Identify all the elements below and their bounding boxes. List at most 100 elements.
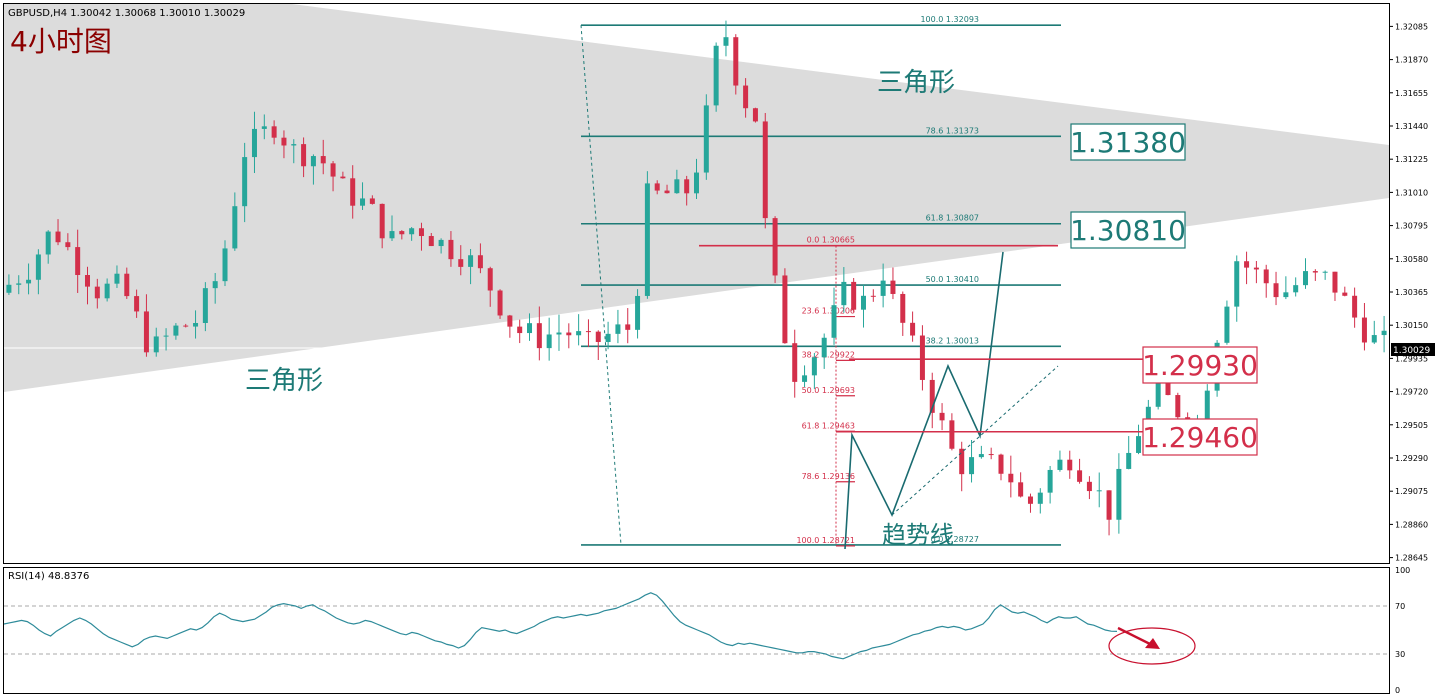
rsi-arrow-head — [1145, 638, 1160, 649]
candle-body — [1155, 377, 1161, 407]
price-axis-label: 1.29075 — [1395, 487, 1428, 496]
candle-body — [1116, 468, 1122, 520]
candle-body — [752, 108, 758, 122]
candle-body — [183, 325, 189, 327]
candle-body — [202, 288, 208, 323]
zigzag-path — [844, 251, 1004, 550]
candle-body — [1273, 283, 1279, 298]
candle-body — [1263, 269, 1269, 284]
candle-body — [340, 176, 346, 179]
candle-body — [369, 198, 375, 204]
candle-body — [762, 121, 768, 219]
candle-body — [251, 128, 257, 158]
candle-body — [527, 323, 533, 334]
candle-body — [654, 183, 660, 191]
candle-body — [291, 144, 297, 146]
fib-lower-label: 78.6 1.29136 — [802, 472, 855, 481]
candle-body — [1077, 470, 1083, 482]
candle-body — [1381, 330, 1387, 336]
overlay-drawings — [844, 251, 1059, 550]
candle-body — [232, 206, 238, 249]
candle-body — [212, 281, 218, 289]
candle-body — [6, 284, 12, 293]
candle-body — [743, 85, 749, 109]
candle-body — [438, 239, 444, 247]
candle-body — [173, 325, 179, 336]
price-axis-label: 1.31010 — [1395, 188, 1428, 197]
candle-body — [281, 137, 287, 146]
fib-lower-label: 100.0 1.28721 — [796, 536, 855, 545]
candle-body — [497, 290, 503, 316]
candle-body — [448, 239, 454, 260]
candle-body — [1037, 492, 1043, 504]
candle-body — [1126, 452, 1132, 469]
candle-body — [104, 283, 110, 299]
candle-body — [1244, 261, 1250, 268]
candle-body — [684, 179, 690, 194]
candle-body — [988, 454, 994, 456]
candle-body — [1293, 285, 1299, 293]
candle-body — [605, 333, 611, 342]
candle-body — [320, 156, 326, 164]
fibonacci-layer: 100.0 1.32093 78.6 1.31373 61.8 1.30807 50.… — [580, 15, 1061, 547]
candle-body — [350, 178, 356, 206]
candle-body — [114, 273, 120, 284]
candle-body — [890, 280, 896, 294]
candle-body — [792, 343, 798, 382]
fib-lower-label: 23.6 1.30206 — [802, 307, 855, 316]
candle-body — [1224, 306, 1230, 343]
candle-body — [566, 332, 572, 336]
candle-body — [703, 105, 709, 173]
candle-body — [556, 332, 562, 335]
candle-body — [468, 255, 474, 267]
candle-body — [301, 144, 307, 167]
candle-body — [1086, 481, 1092, 492]
fib-upper-diagonal — [580, 25, 622, 545]
candle-body — [910, 322, 916, 336]
candle-body — [330, 163, 336, 177]
fib-upper-label: 38.2 1.30013 — [926, 336, 979, 345]
candle-body — [1096, 490, 1102, 492]
price-axis-label: 1.31655 — [1395, 89, 1428, 98]
rsi-label: RSI(14) 48.8376 — [8, 571, 89, 582]
price-axis-label: 1.28860 — [1395, 520, 1428, 529]
candle-body — [959, 448, 965, 475]
key-level-box — [1142, 418, 1258, 456]
candle-body — [45, 231, 51, 255]
candle-body — [1361, 317, 1367, 343]
price-axis-label: 1.30150 — [1395, 321, 1428, 330]
candle-body — [1312, 271, 1318, 273]
price-axis-label: 1.29935 — [1395, 354, 1428, 363]
candle-body — [1342, 292, 1348, 296]
rsi-scale-label: 30 — [1395, 650, 1405, 659]
candle-body — [900, 293, 906, 323]
candle-body — [644, 183, 650, 296]
fib-lower-label: 61.8 1.29463 — [802, 421, 855, 430]
candle-body — [546, 334, 552, 349]
candle-body — [772, 218, 778, 276]
candle-body — [929, 379, 935, 413]
fib-upper-label: 100.0 1.32093 — [920, 15, 979, 24]
candle-body — [870, 295, 876, 297]
candle-body — [595, 331, 601, 342]
candle-body — [517, 326, 523, 334]
price-axis-label: 1.30365 — [1395, 288, 1428, 297]
candle-body — [1106, 490, 1112, 520]
rsi-down-arrow — [1117, 626, 1153, 647]
trendline-label: 趋势线 — [882, 521, 954, 549]
fib-upper-label: 0.0 1.28727 — [931, 535, 979, 544]
candle-body — [487, 268, 493, 291]
candle-body — [585, 331, 591, 333]
candle-body — [163, 335, 169, 337]
candle-body — [153, 336, 159, 353]
candle-body — [1234, 261, 1240, 307]
triangle-label-upper: 三角形 — [877, 68, 955, 98]
candle-body — [94, 286, 100, 299]
candle-body — [1136, 436, 1142, 453]
candle-body — [1018, 482, 1024, 497]
candle-body — [576, 331, 582, 336]
fib-lower-label: 50.0 1.29693 — [802, 386, 855, 395]
candle-body — [1008, 473, 1014, 483]
candle-body — [713, 45, 719, 106]
candle-body — [811, 357, 817, 376]
